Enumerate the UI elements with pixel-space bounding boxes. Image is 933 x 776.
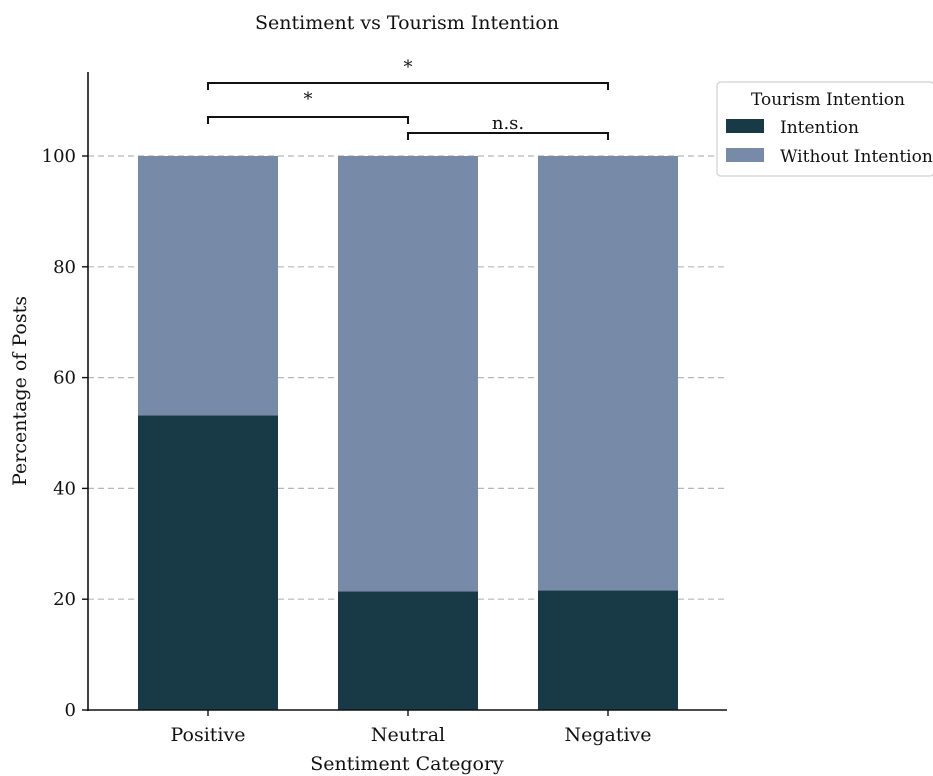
legend-swatch-without-intention [726, 148, 764, 162]
bracket-neutral-negative [407, 132, 609, 140]
chart-title: Sentiment vs Tourism Intention [255, 12, 559, 34]
x-tick-label-neutral: Neutral [371, 724, 445, 746]
y-tick-label-100: 100 [42, 146, 76, 167]
bracket-label-neutral-negative: n.s. [492, 113, 524, 134]
y-tick-label-60: 60 [53, 368, 76, 389]
legend-frame [716, 81, 933, 177]
legend-title: Tourism Intention [751, 90, 905, 110]
bars [138, 156, 678, 710]
bar-positive-without-intention [138, 156, 278, 416]
bracket-positive-negative [207, 82, 609, 90]
legend-swatch-intention [726, 119, 764, 133]
bar-negative-without-intention [538, 156, 678, 591]
x-tick-label-negative: Negative [564, 724, 651, 746]
x-ticks: Positive Neutral Negative [171, 710, 652, 746]
y-ticks: 0 20 40 60 80 100 [42, 146, 88, 721]
y-tick-label-80: 80 [53, 257, 76, 278]
legend: Tourism Intention Intention Without Inte… [716, 81, 933, 177]
y-tick-label-0: 0 [65, 700, 76, 721]
bar-positive-intention [138, 415, 278, 710]
y-axis-label: Percentage of Posts [9, 296, 31, 486]
bar-neutral-without-intention [338, 156, 478, 592]
bracket-positive-neutral [207, 116, 409, 124]
x-axis-label: Sentiment Category [310, 753, 504, 775]
y-tick-label-20: 20 [53, 589, 76, 610]
significance-brackets: * * n.s. [207, 57, 609, 140]
bracket-label-positive-neutral: * [304, 89, 313, 110]
x-tick-label-positive: Positive [171, 724, 246, 746]
legend-label-intention: Intention [780, 118, 859, 138]
legend-label-without-intention: Without Intention [780, 147, 933, 167]
axes [87, 72, 727, 711]
bar-neutral-intention [338, 591, 478, 710]
bracket-label-positive-negative: * [404, 57, 413, 78]
bar-negative-intention [538, 590, 678, 710]
y-tick-label-40: 40 [53, 478, 76, 499]
